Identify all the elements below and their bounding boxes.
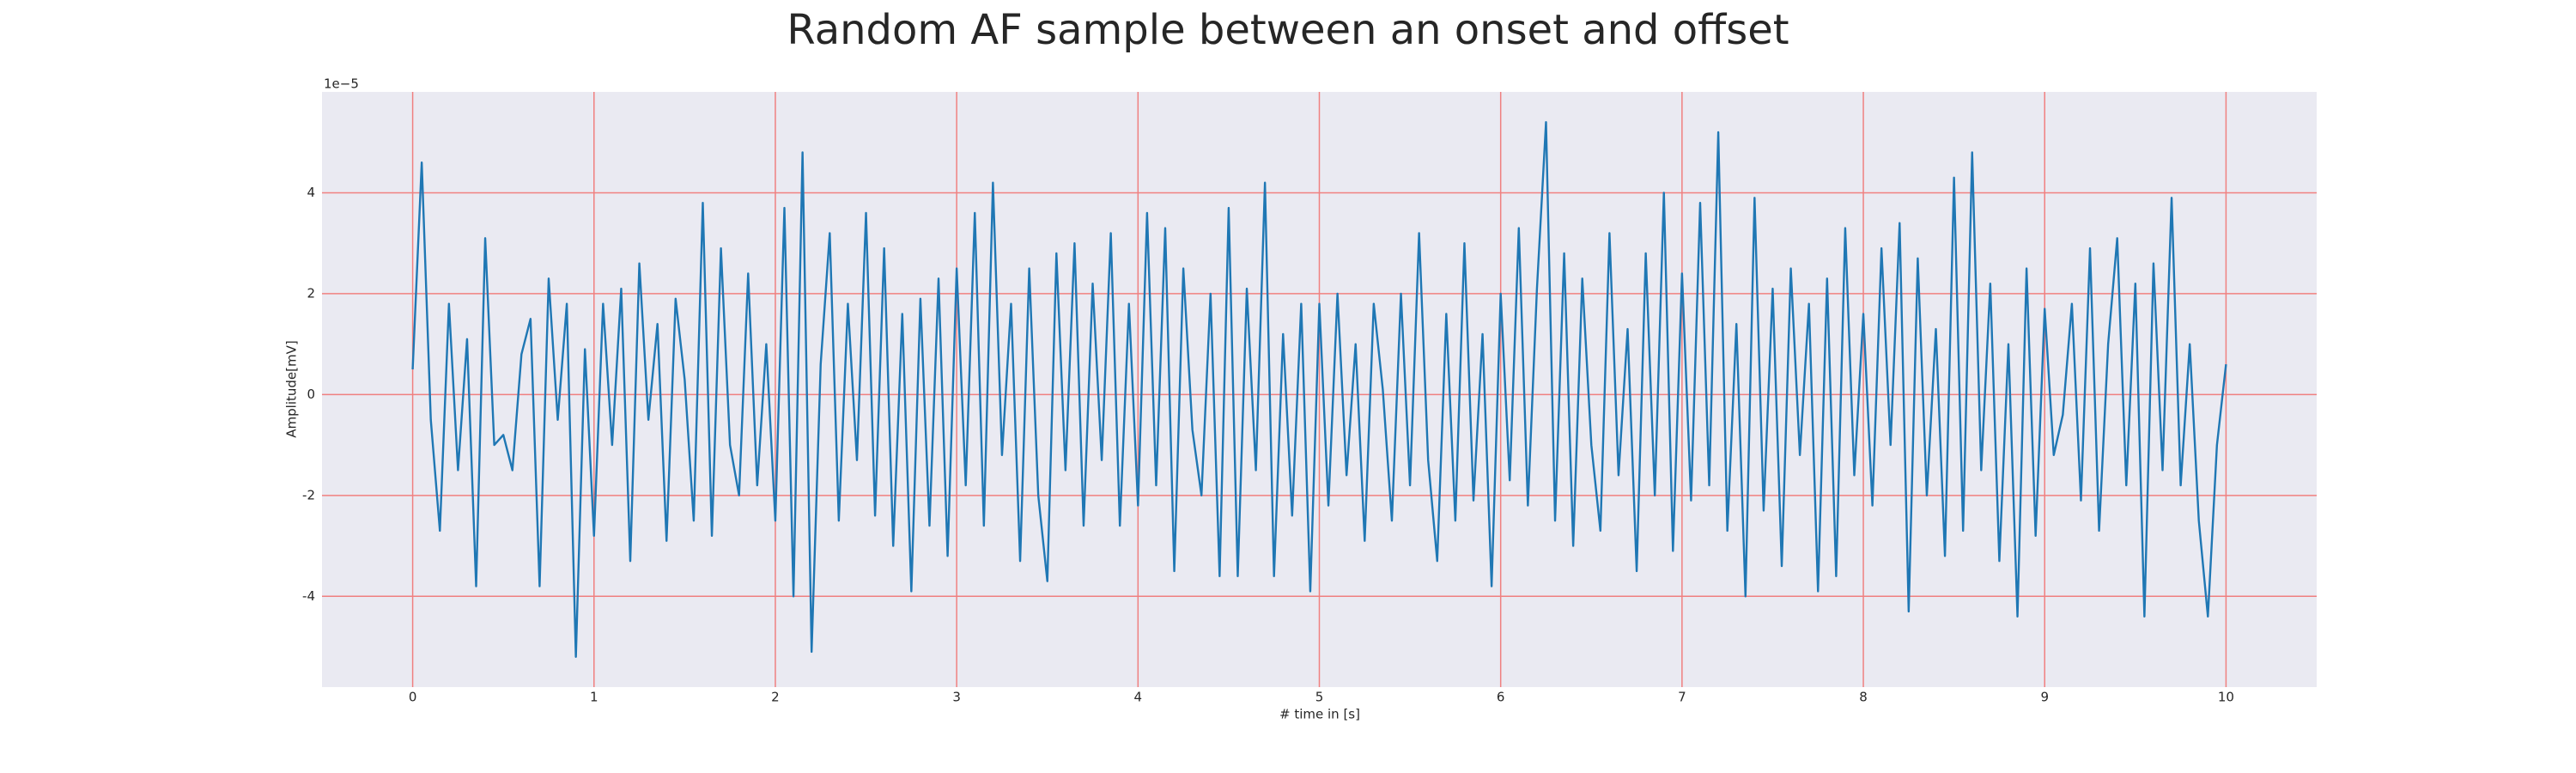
data-line: [411, 121, 2227, 658]
x-tick-label: 6: [1497, 690, 1505, 705]
y-tick-label: 0: [307, 386, 315, 402]
x-tick-label: 5: [1315, 690, 1324, 705]
y-tick-label: 4: [307, 185, 315, 200]
x-tick-label: 10: [2218, 690, 2234, 705]
chart-title: Random AF sample between an onset and of…: [787, 6, 1789, 54]
x-tick-label: 4: [1134, 690, 1143, 705]
x-tick-label: 7: [1678, 690, 1686, 705]
y-axis-label: Amplitude[mV]: [284, 340, 300, 437]
y-offset-label: 1e−5: [324, 76, 359, 92]
x-tick-label: 1: [590, 690, 598, 705]
y-tick-label: 2: [307, 285, 315, 301]
x-tick-label: 0: [409, 690, 417, 705]
x-tick-label: 8: [1859, 690, 1868, 705]
x-tick-label: 2: [771, 690, 780, 705]
x-tick-label: 9: [2040, 690, 2049, 705]
y-tick-label: -2: [302, 487, 315, 502]
y-tick-label: -4: [302, 588, 315, 604]
x-tick-label: 3: [952, 690, 961, 705]
x-axis-label: # time in [s]: [1279, 707, 1360, 722]
